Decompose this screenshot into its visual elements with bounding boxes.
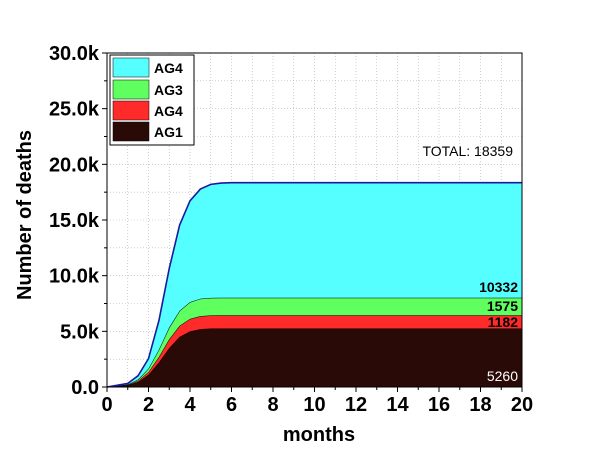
- x-tick-label: 2: [143, 394, 154, 416]
- y-tick-label: 15.0k: [49, 210, 100, 232]
- area-series: [106, 181, 522, 388]
- x-tick-label: 4: [184, 394, 196, 416]
- area-ag1-1: [107, 328, 522, 387]
- series-end-label-ag4-top: 10332: [479, 279, 518, 295]
- x-tick-label: 10: [303, 394, 325, 416]
- total-label: TOTAL: 18359: [422, 143, 513, 159]
- x-tick-label: 6: [226, 394, 237, 416]
- legend-swatch-3: [112, 100, 150, 121]
- x-tick-label: 0: [101, 394, 112, 416]
- x-axis-ticks: 0 2 4 6 8 10 12 14 16 18 20: [101, 387, 533, 416]
- legend-swatch-2: [112, 79, 150, 100]
- x-tick-label: 8: [267, 394, 278, 416]
- area-edge-4: [106, 181, 522, 388]
- x-tick-label: 16: [428, 394, 450, 416]
- series-end-label-ag1: 5260: [487, 368, 518, 384]
- x-tick-label: 14: [386, 394, 409, 416]
- area-ag4-4: [107, 182, 522, 387]
- series-end-label-ag4: 1182: [488, 314, 519, 330]
- y-tick-label: 10.0k: [49, 266, 100, 288]
- y-tick-label: 25.0k: [49, 99, 100, 121]
- legend-label-2: AG3: [154, 82, 183, 98]
- y-axis-title: Number of deaths: [14, 130, 36, 300]
- series-end-label-ag3: 1575: [487, 298, 518, 314]
- area-ag3-3: [107, 297, 522, 387]
- legend-swatch-1: [112, 57, 150, 78]
- y-tick-label: 0.0: [71, 377, 99, 399]
- x-axis-title: months: [283, 424, 355, 446]
- y-tick-label: 5.0k: [60, 321, 100, 343]
- area-ag4-2: [107, 315, 522, 387]
- legend-label-3: AG4: [154, 103, 183, 119]
- x-tick-label: 18: [469, 394, 491, 416]
- y-tick-label: 30.0k: [49, 43, 100, 65]
- legend: AG4 AG3 AG4 AG1: [109, 54, 195, 146]
- legend-label-4: AG1: [154, 124, 183, 140]
- x-tick-label: 12: [345, 394, 367, 416]
- y-axis-ticks: 0.0 5.0k 10.0k 15.0k 20.0k 25.0k 30.0k: [49, 43, 107, 399]
- legend-swatch-4: [112, 121, 150, 142]
- legend-label-1: AG4: [154, 60, 183, 76]
- y-tick-label: 20.0k: [49, 154, 100, 176]
- x-tick-label: 20: [511, 394, 533, 416]
